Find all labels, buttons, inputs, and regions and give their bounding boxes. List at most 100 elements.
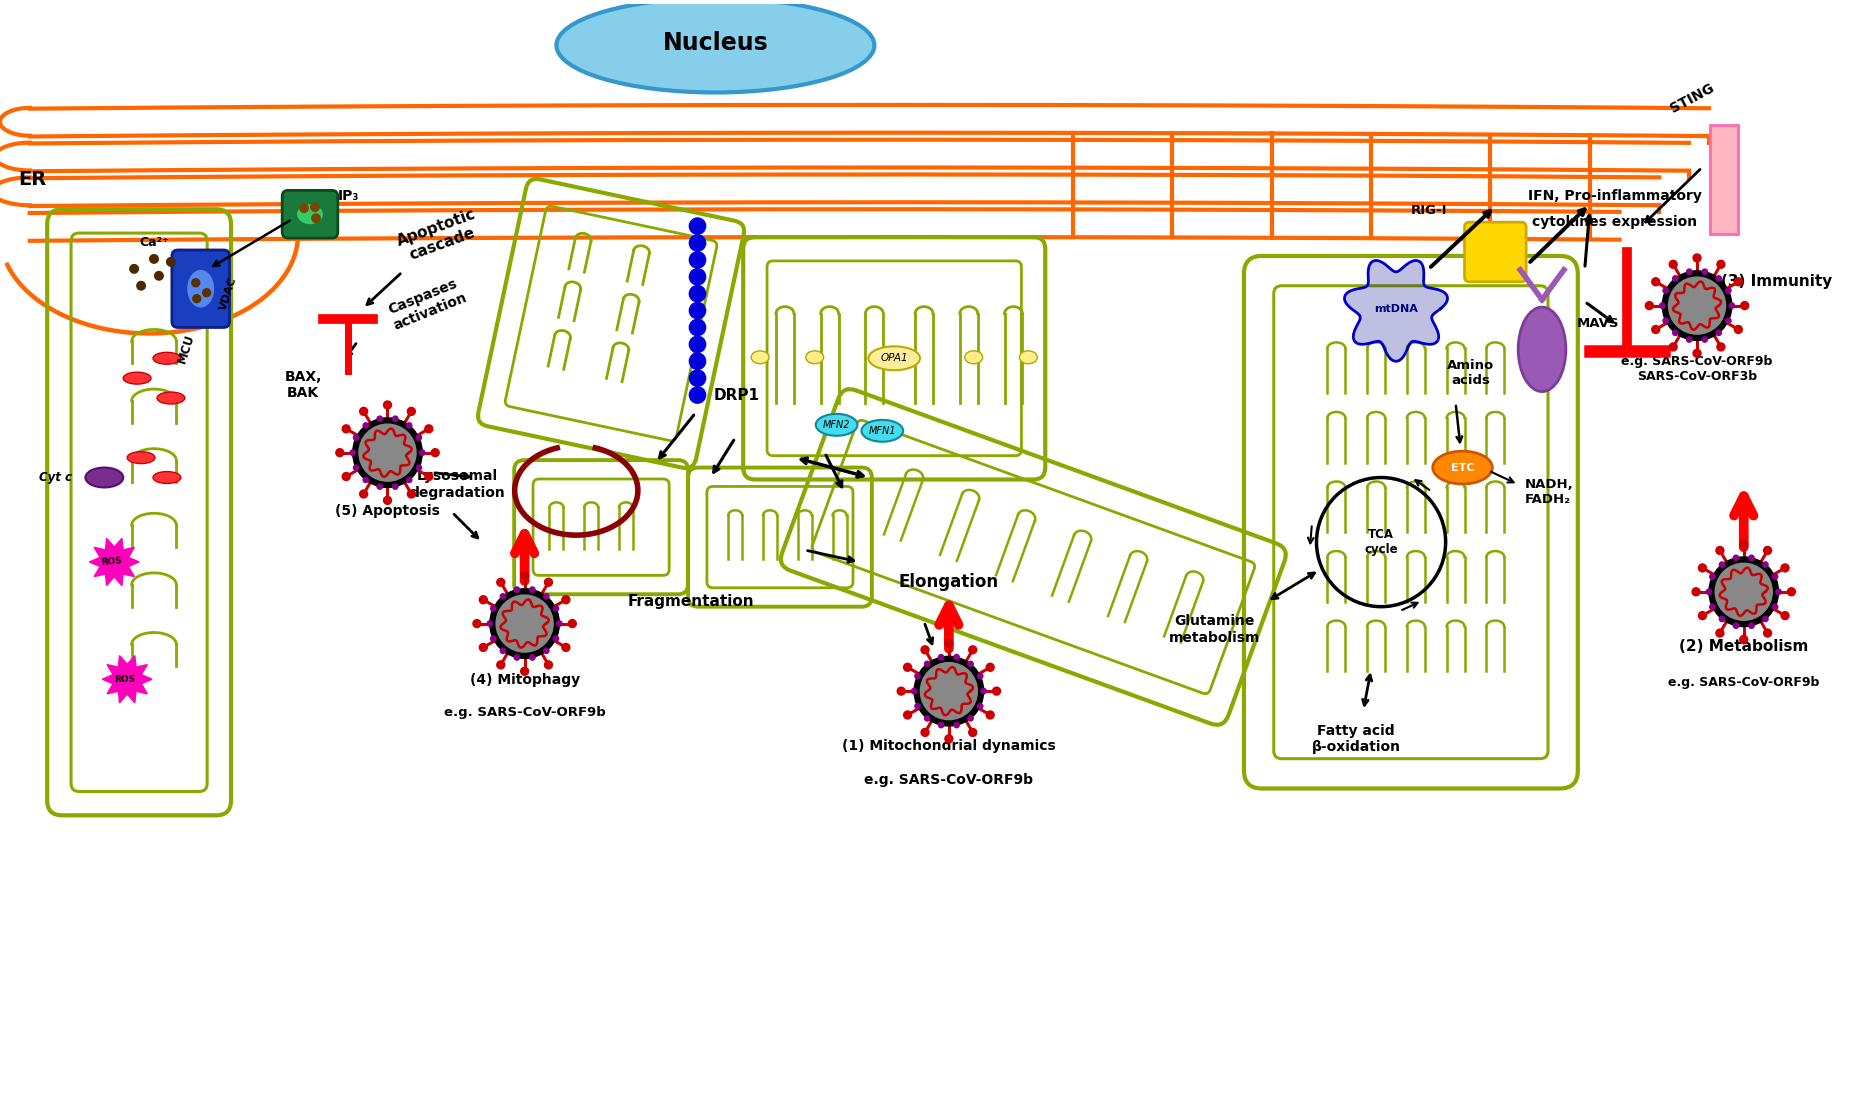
Circle shape (384, 496, 391, 505)
Circle shape (939, 723, 944, 727)
Circle shape (384, 401, 391, 409)
Circle shape (1720, 562, 1725, 567)
Circle shape (521, 667, 529, 675)
Circle shape (556, 620, 562, 626)
Circle shape (351, 450, 356, 455)
Circle shape (987, 663, 994, 672)
Circle shape (690, 302, 705, 319)
Circle shape (968, 646, 978, 654)
Circle shape (301, 205, 308, 212)
Text: (4) Mitophagy: (4) Mitophagy (469, 673, 579, 687)
Circle shape (531, 587, 534, 593)
Text: e.g. SARS-CoV-ORF9b
SARS-CoV-ORF3b: e.g. SARS-CoV-ORF9b SARS-CoV-ORF3b (1621, 356, 1773, 384)
Circle shape (352, 418, 423, 487)
Text: mtDNA: mtDNA (1375, 304, 1417, 314)
Circle shape (939, 655, 944, 659)
Circle shape (568, 619, 577, 627)
Circle shape (690, 251, 705, 268)
Circle shape (1668, 277, 1725, 334)
Circle shape (1673, 330, 1679, 336)
Circle shape (915, 704, 920, 708)
Polygon shape (102, 656, 152, 703)
Circle shape (922, 646, 929, 654)
Polygon shape (89, 538, 139, 586)
Circle shape (416, 435, 421, 440)
Text: MCU: MCU (174, 332, 197, 365)
Circle shape (1733, 555, 1738, 560)
Circle shape (968, 728, 978, 736)
Circle shape (416, 465, 421, 470)
Ellipse shape (297, 205, 323, 225)
Circle shape (1692, 588, 1699, 596)
Text: BAX,
BAK: BAX, BAK (284, 370, 321, 400)
Ellipse shape (1020, 350, 1037, 364)
Ellipse shape (122, 373, 150, 384)
Circle shape (1670, 260, 1677, 268)
Text: IFN, Pro-inflammatory: IFN, Pro-inflammatory (1529, 189, 1701, 203)
Circle shape (1764, 629, 1772, 637)
Text: Glutamine
metabolism: Glutamine metabolism (1169, 615, 1260, 645)
Circle shape (1710, 574, 1716, 579)
Circle shape (1740, 540, 1747, 548)
FancyBboxPatch shape (282, 190, 338, 238)
Circle shape (312, 214, 321, 222)
Circle shape (1718, 260, 1725, 268)
Circle shape (992, 687, 1000, 695)
Circle shape (1718, 342, 1725, 351)
Circle shape (1699, 564, 1707, 572)
Circle shape (1720, 616, 1725, 622)
Circle shape (690, 218, 705, 235)
Circle shape (915, 656, 983, 726)
Ellipse shape (152, 471, 180, 484)
Text: (5) Apoptosis: (5) Apoptosis (336, 505, 440, 518)
Bar (1710, 125, 1738, 235)
Circle shape (1716, 330, 1721, 336)
Circle shape (377, 484, 382, 489)
Circle shape (1749, 623, 1755, 628)
Circle shape (341, 473, 351, 480)
Ellipse shape (1517, 307, 1566, 391)
Circle shape (364, 423, 369, 428)
Circle shape (479, 596, 488, 604)
Circle shape (137, 281, 145, 290)
Circle shape (154, 271, 163, 280)
Circle shape (911, 688, 916, 694)
Circle shape (408, 490, 416, 498)
Circle shape (406, 423, 412, 428)
Circle shape (193, 295, 200, 302)
Circle shape (354, 435, 358, 440)
Circle shape (521, 572, 529, 579)
Circle shape (1694, 254, 1701, 262)
Circle shape (150, 255, 158, 264)
Circle shape (545, 578, 553, 586)
Circle shape (360, 490, 367, 498)
Circle shape (1670, 342, 1677, 351)
Circle shape (191, 279, 200, 287)
Circle shape (419, 450, 425, 455)
Text: e.g. SARS-CoV-ORF9b: e.g. SARS-CoV-ORF9b (443, 706, 605, 719)
Circle shape (1686, 337, 1692, 342)
Circle shape (514, 655, 519, 661)
Ellipse shape (868, 346, 920, 370)
Circle shape (393, 484, 399, 489)
Circle shape (360, 424, 416, 481)
Circle shape (1788, 588, 1796, 596)
Text: (1) Mitochondrial dynamics: (1) Mitochondrial dynamics (842, 738, 1055, 753)
Text: Amino
acids: Amino acids (1447, 359, 1493, 387)
Circle shape (1707, 589, 1712, 595)
Circle shape (1716, 629, 1723, 637)
Circle shape (981, 688, 987, 694)
Circle shape (167, 258, 174, 266)
Circle shape (490, 636, 495, 642)
Text: Caspases
activation: Caspases activation (386, 275, 469, 332)
Circle shape (553, 636, 558, 642)
Circle shape (690, 235, 705, 251)
Text: Apoptotic
cascade: Apoptotic cascade (395, 207, 484, 266)
Circle shape (393, 416, 399, 421)
Circle shape (1764, 546, 1772, 555)
Text: Lysosomal
degradation: Lysosomal degradation (410, 469, 505, 499)
Circle shape (406, 477, 412, 483)
Ellipse shape (1432, 451, 1493, 484)
Circle shape (944, 735, 953, 743)
Circle shape (562, 596, 569, 604)
